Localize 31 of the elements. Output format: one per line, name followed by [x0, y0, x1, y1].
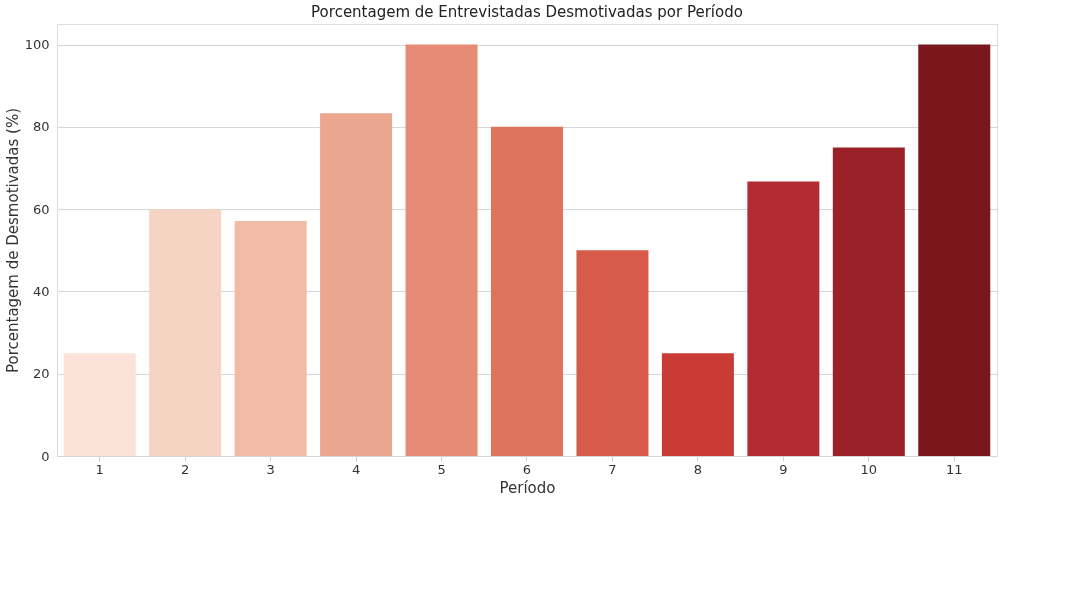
x-tick-label: 3: [266, 461, 275, 477]
bar: [234, 221, 307, 456]
bar: [320, 113, 393, 456]
y-tick-label: 40: [32, 283, 50, 299]
y-tick-label: 60: [32, 201, 50, 217]
x-tick-label: 8: [693, 461, 703, 477]
x-tick-label: 7: [608, 461, 617, 477]
x-tick-label: 10: [860, 461, 878, 477]
x-tick-label: 1: [95, 461, 104, 477]
bar: [405, 44, 478, 456]
chart-title: Porcentagem de Entrevistadas Desmotivadas por Período: [311, 3, 743, 21]
y-axis-title: Porcentagem de Desmotivadas (%): [3, 108, 22, 373]
x-tick-label: 2: [181, 461, 190, 477]
bar: [63, 353, 136, 456]
x-tick-label: 4: [351, 461, 361, 477]
bar: [832, 147, 905, 456]
bar: [661, 353, 734, 456]
y-tick-label: 20: [32, 366, 50, 382]
x-tick-label: 9: [779, 461, 788, 477]
y-tick-label: 100: [24, 37, 50, 53]
y-tick-label: 80: [32, 119, 50, 135]
bar: [149, 209, 222, 456]
y-tick-label: 0: [41, 448, 50, 464]
bar: [747, 181, 820, 456]
x-axis-title: Período: [499, 478, 556, 497]
x-tick-label: 11: [946, 461, 963, 477]
x-tick-label: 6: [522, 461, 532, 477]
bar: [918, 44, 991, 456]
bar: [576, 250, 649, 456]
x-tick-label: 5: [437, 461, 446, 477]
bar: [491, 126, 563, 456]
